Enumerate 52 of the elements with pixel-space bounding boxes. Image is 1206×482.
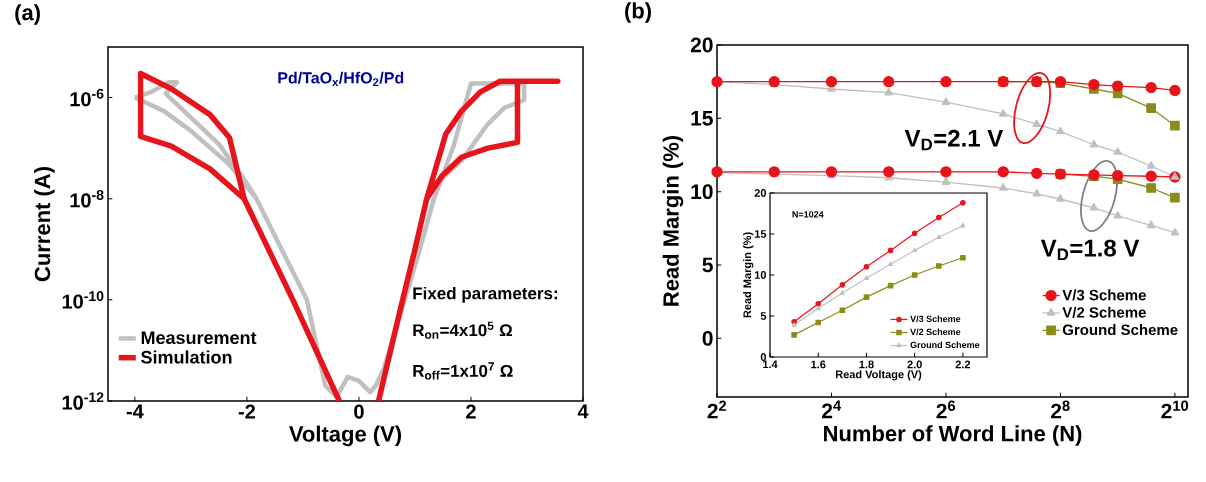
x-tick-label: 1.8	[859, 360, 874, 369]
legend-label: Ground Scheme	[1062, 324, 1178, 336]
x-tick-label: -4	[126, 404, 144, 419]
legend-label: V/2 Scheme	[1062, 306, 1146, 318]
y-tick-label: 15	[691, 111, 713, 126]
x-tick-label: 2.2	[955, 360, 971, 369]
x-tick-label: 2$^{6}$	[936, 400, 956, 419]
y-axis-title: Read Margin (%)	[662, 135, 684, 306]
chart-title: (b)	[625, 2, 651, 23]
x-tick-label: 2$^{4}$	[822, 400, 842, 419]
y-tick-label: 10$^{-6}$	[70, 88, 104, 107]
x-tick-label: 1.4	[763, 360, 778, 369]
legend-label: V/3 Scheme	[1062, 289, 1146, 301]
y-tick-label: 15	[754, 230, 767, 238]
y-tick-label: 0	[760, 353, 767, 361]
annotation: V$_{D}$=2.1 V	[904, 129, 1004, 151]
legend-label: Ground Scheme	[910, 341, 980, 349]
y-tick-label: 10	[691, 184, 713, 200]
y-tick-label: 10$^{-10}$	[62, 291, 104, 309]
legend-label: Measurement	[141, 331, 257, 345]
y-tick-label: 10	[754, 271, 767, 279]
annotation: Pd/TaO$_{x}$/HfO$_{2}$/Pd	[278, 71, 404, 86]
y-axis-title: Current (A)	[34, 167, 55, 282]
x-axis-title: Number of Word Line (N)	[824, 425, 1082, 446]
y-tick-label: 5	[760, 312, 767, 320]
annotation: Fixed parameters:	[413, 286, 557, 303]
y-tick-label: 10$^{-8}$	[70, 189, 104, 208]
y-tick-label: 10$^{-12}$	[62, 392, 104, 410]
chart-title: (a)	[15, 4, 40, 25]
x-axis-title: Read Voltage (V)	[835, 370, 922, 381]
y-tick-label: 20	[754, 189, 767, 197]
x-tick-label: -2	[238, 404, 256, 419]
x-tick-label: 1.6	[811, 360, 826, 369]
x-tick-label: 2$^{2}$	[707, 400, 727, 419]
annotation: R$_{off}$=1x10$^{7}$ Ω	[413, 362, 513, 380]
annotation: V$_{D}$=1.8 V	[1040, 239, 1140, 261]
annotation: R$_{on}$=4x10$^{5}$ Ω	[413, 321, 513, 339]
annotation: N=1024	[792, 211, 824, 218]
x-tick-label: 2$^{8}$	[1050, 400, 1070, 419]
legend-label: Simulation	[141, 350, 232, 364]
y-tick-label: 20	[690, 37, 713, 53]
x-tick-label: 2	[466, 404, 476, 419]
x-tick-label: 2.0	[907, 360, 922, 369]
legend-label: V/3 Scheme	[910, 315, 961, 323]
x-tick-label: 0	[354, 404, 364, 419]
y-tick-label: 0	[702, 330, 713, 346]
y-axis-title: Read Margin (%)	[743, 232, 754, 318]
x-tick-label: 2$^{10}$	[1161, 400, 1189, 419]
x-axis-title: Voltage (V)	[289, 425, 402, 447]
legend-label: V/2 Scheme	[910, 328, 961, 336]
y-tick-label: 5	[702, 257, 713, 273]
x-tick-label: 4	[577, 404, 589, 419]
